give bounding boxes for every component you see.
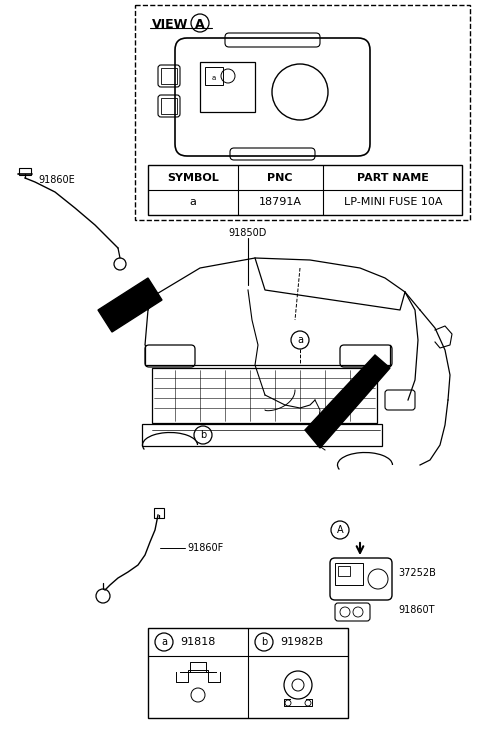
- Bar: [161, 98, 177, 114]
- Text: PNC: PNC: [267, 173, 293, 183]
- Text: PART NAME: PART NAME: [357, 173, 429, 183]
- Text: a: a: [190, 197, 196, 207]
- Bar: [161, 68, 177, 84]
- Text: 91982B: 91982B: [280, 637, 323, 647]
- Text: 18791A: 18791A: [259, 197, 301, 207]
- Circle shape: [291, 331, 309, 349]
- Text: b: b: [261, 637, 267, 647]
- Text: A: A: [336, 525, 343, 535]
- Bar: [205, 67, 223, 85]
- Text: VIEW: VIEW: [152, 18, 188, 31]
- Text: 91860E: 91860E: [38, 175, 75, 185]
- Text: 91850D: 91850D: [229, 228, 267, 238]
- Bar: [148, 165, 462, 215]
- Bar: [338, 566, 350, 576]
- Circle shape: [255, 633, 273, 651]
- Bar: [200, 62, 255, 112]
- Text: a: a: [161, 637, 167, 647]
- Polygon shape: [98, 278, 162, 332]
- Text: 37252B: 37252B: [398, 568, 436, 578]
- Bar: [152, 368, 377, 423]
- Text: SYMBOL: SYMBOL: [167, 173, 219, 183]
- Text: a: a: [212, 75, 216, 81]
- Bar: [135, 5, 470, 220]
- Text: b: b: [200, 430, 206, 440]
- Polygon shape: [305, 355, 390, 448]
- Circle shape: [155, 633, 173, 651]
- Text: LP-MINI FUSE 10A: LP-MINI FUSE 10A: [344, 197, 442, 207]
- Circle shape: [194, 426, 212, 444]
- Text: a: a: [297, 335, 303, 345]
- Bar: [19, 168, 31, 175]
- Text: 91860F: 91860F: [187, 543, 223, 553]
- Circle shape: [331, 521, 349, 539]
- Bar: [148, 628, 348, 718]
- Text: 91860T: 91860T: [398, 605, 434, 615]
- Text: 91818: 91818: [180, 637, 216, 647]
- Bar: [335, 563, 363, 585]
- Bar: [154, 508, 164, 518]
- Bar: [142, 424, 382, 446]
- Text: A: A: [195, 18, 205, 31]
